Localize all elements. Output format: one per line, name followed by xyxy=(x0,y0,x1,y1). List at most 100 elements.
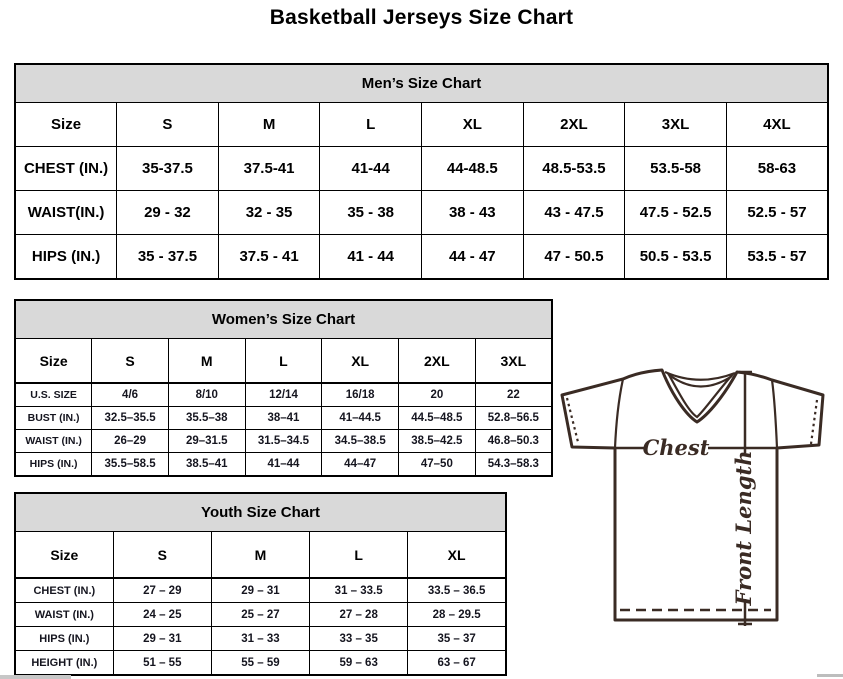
table-title: Men’s Size Chart xyxy=(14,63,829,103)
size-cell: 43 - 47.5 xyxy=(522,190,626,235)
column-header: Size xyxy=(14,531,114,579)
row-label: WAIST(IN.) xyxy=(14,190,118,235)
table-row: HIPS (IN.) 29 – 31 31 – 33 33 – 35 35 – 37 xyxy=(14,626,507,651)
table-row: CHEST (IN.) 35-37.5 37.5-41 41-44 44-48.5 48.… xyxy=(14,146,829,191)
table-row: WAIST (IN.) 24 – 25 25 – 27 27 – 28 28 – 29.… xyxy=(14,602,507,627)
table-columns-row: Size S M L XL xyxy=(14,531,507,579)
column-header: M xyxy=(167,338,246,384)
jersey-diagram: Chest Front Length xyxy=(560,368,825,626)
size-cell: 37.5 - 41 xyxy=(217,234,321,280)
table-columns-row: Size S M L XL 2XL 3XL xyxy=(14,338,553,384)
sleeve-cuff-dashed-left xyxy=(565,397,580,443)
row-label: BUST (IN.) xyxy=(14,406,93,430)
size-cell: 53.5-58 xyxy=(624,146,727,191)
table-row: CHEST (IN.) 27 – 29 29 – 31 31 – 33.5 33.5 –… xyxy=(14,577,507,603)
table-title-row: Men’s Size Chart xyxy=(14,63,829,103)
size-cell: 38 - 43 xyxy=(421,190,524,235)
column-header: 3XL xyxy=(474,338,553,384)
column-header: XL xyxy=(321,338,400,384)
table-row: U.S. SIZE 4/6 8/10 12/14 16/18 20 22 xyxy=(14,382,553,407)
table-title-row: Women’s Size Chart xyxy=(14,299,553,339)
column-header: Size xyxy=(14,102,118,147)
column-header: 4XL xyxy=(725,102,829,147)
size-cell: 34.5–38.5 xyxy=(321,429,400,453)
row-label: U.S. SIZE xyxy=(14,382,93,407)
size-cell: 46.8–50.3 xyxy=(474,429,553,453)
size-cell: 32 - 35 xyxy=(217,190,321,235)
vneck-inner-line xyxy=(667,372,734,419)
size-cell: 33 – 35 xyxy=(309,626,409,651)
size-cell: 44–47 xyxy=(321,452,400,477)
row-label: WAIST (IN.) xyxy=(14,602,114,627)
size-cell: 37.5-41 xyxy=(217,146,321,191)
size-cell: 55 – 59 xyxy=(210,650,311,676)
page-title: Basketball Jerseys Size Chart xyxy=(269,6,574,29)
size-cell: 44-48.5 xyxy=(421,146,524,191)
row-label: CHEST (IN.) xyxy=(14,577,114,603)
column-header: S xyxy=(116,102,219,147)
size-cell: 47 - 50.5 xyxy=(522,234,626,280)
size-cell: 20 xyxy=(398,382,476,407)
column-header: L xyxy=(309,531,409,579)
size-cell: 31 – 33 xyxy=(210,626,311,651)
womens-size-table: Women’s Size Chart Size S M L XL 2XL 3XL U.S. SI… xyxy=(14,299,553,477)
size-cell: 29–31.5 xyxy=(167,429,246,453)
column-header: L xyxy=(244,338,323,384)
column-header: Size xyxy=(14,338,93,384)
column-header: XL xyxy=(421,102,524,147)
size-cell: 24 – 25 xyxy=(112,602,212,627)
size-cell: 44 - 47 xyxy=(421,234,524,280)
mens-size-table: Men’s Size Chart Size S M L XL 2XL 3XL 4XL CHEST … xyxy=(14,63,829,280)
horizontal-scrollbar-thumb[interactable] xyxy=(0,675,71,679)
size-cell: 52.5 - 57 xyxy=(725,190,829,235)
row-label: WAIST (IN.) xyxy=(14,429,93,453)
table-row: WAIST(IN.) 29 - 32 32 - 35 35 - 38 38 - 43 43… xyxy=(14,190,829,235)
size-cell: 32.5–35.5 xyxy=(91,406,169,430)
column-header: S xyxy=(91,338,169,384)
chest-label: Chest xyxy=(643,435,710,460)
table-row: HEIGHT (IN.) 51 – 55 55 – 59 59 – 63 63 – 67 xyxy=(14,650,507,676)
column-header: M xyxy=(210,531,311,579)
size-cell: 29 – 31 xyxy=(112,626,212,651)
size-cell: 25 – 27 xyxy=(210,602,311,627)
size-cell: 38.5–41 xyxy=(167,452,246,477)
size-cell: 29 - 32 xyxy=(116,190,219,235)
front-length-line xyxy=(738,370,752,626)
size-cell: 35.5–58.5 xyxy=(91,452,169,477)
size-cell: 12/14 xyxy=(244,382,323,407)
size-cell: 48.5-53.5 xyxy=(522,146,626,191)
size-cell: 27 – 28 xyxy=(309,602,409,627)
column-header: 3XL xyxy=(624,102,727,147)
size-cell: 33.5 – 36.5 xyxy=(407,577,507,603)
size-cell: 47–50 xyxy=(398,452,476,477)
size-cell: 22 xyxy=(474,382,553,407)
table-row: BUST (IN.) 32.5–35.5 35.5–38 38–41 41–44.5 44… xyxy=(14,406,553,430)
size-cell: 31 – 33.5 xyxy=(309,577,409,603)
size-cell: 35 - 37.5 xyxy=(116,234,219,280)
column-header: 2XL xyxy=(398,338,476,384)
size-cell: 35 – 37 xyxy=(407,626,507,651)
column-header: L xyxy=(319,102,422,147)
row-label: HEIGHT (IN.) xyxy=(14,650,114,676)
column-header: M xyxy=(217,102,321,147)
scrollbar-fragment[interactable] xyxy=(817,674,843,677)
row-label: HIPS (IN.) xyxy=(14,626,114,651)
size-cell: 31.5–34.5 xyxy=(244,429,323,453)
size-cell: 28 – 29.5 xyxy=(407,602,507,627)
collar-band-line xyxy=(664,370,736,381)
size-cell: 41-44 xyxy=(319,146,422,191)
jersey-outline xyxy=(560,368,825,622)
jersey-seam-right xyxy=(770,379,779,449)
size-cell: 54.3–58.3 xyxy=(474,452,553,477)
column-header: XL xyxy=(407,531,507,579)
table-row: HIPS (IN.) 35 - 37.5 37.5 - 41 41 - 44 44 - … xyxy=(14,234,829,280)
column-header: 2XL xyxy=(522,102,626,147)
size-cell: 58-63 xyxy=(725,146,829,191)
column-header: S xyxy=(112,531,212,579)
sleeve-cuff-dashed-right xyxy=(809,399,819,445)
size-cell: 41–44.5 xyxy=(321,406,400,430)
row-label: HIPS (IN.) xyxy=(14,452,93,477)
table-title: Women’s Size Chart xyxy=(14,299,553,339)
table-row: WAIST (IN.) 26–29 29–31.5 31.5–34.5 34.5–38.… xyxy=(14,429,553,453)
